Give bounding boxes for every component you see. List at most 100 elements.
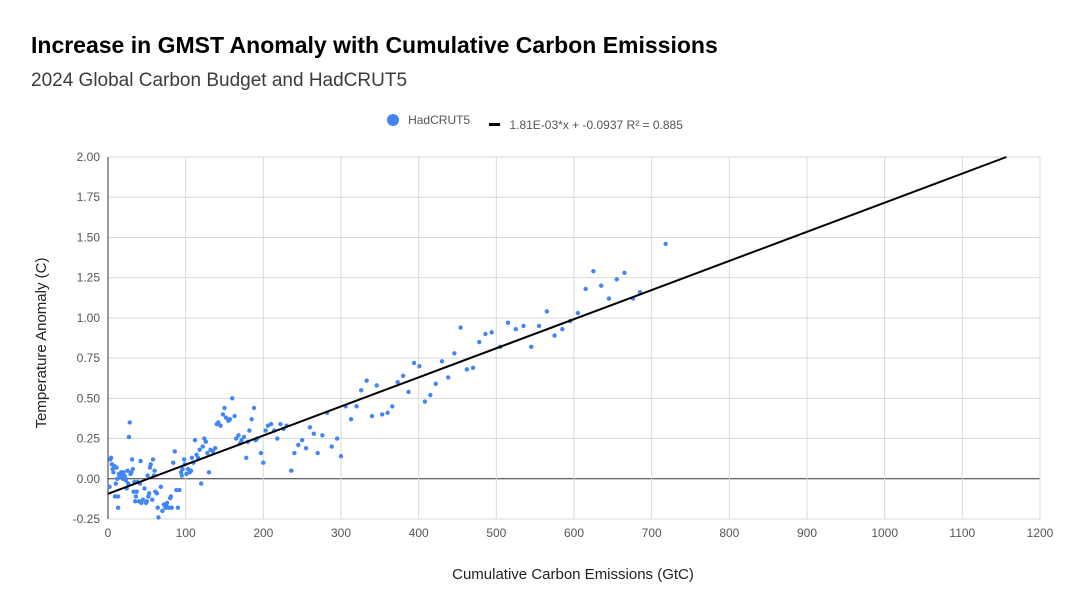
data-point (311, 431, 317, 436)
data-point (174, 487, 179, 493)
data-point (289, 468, 294, 473)
data-point (374, 383, 379, 388)
data-point (150, 497, 155, 502)
data-point (145, 473, 150, 478)
data-point (206, 470, 212, 475)
data-point (445, 375, 451, 380)
data-point (358, 388, 364, 393)
data-point (169, 505, 174, 510)
y-tick-label: 0.50 (77, 391, 101, 405)
data-point (232, 413, 237, 419)
data-point (222, 405, 227, 411)
x-tick-label: 300 (331, 526, 351, 540)
data-point (385, 410, 390, 416)
data-point (560, 326, 565, 332)
data-point (113, 481, 118, 486)
data-point (315, 450, 320, 456)
data-point (146, 491, 152, 496)
data-point (598, 283, 604, 288)
data-point (470, 365, 476, 370)
x-axis-title: Cumulative Carbon Emissions (GtC) (452, 566, 694, 583)
chart-title: Increase in GMST Anomaly with Cumulative… (31, 32, 718, 58)
y-tick-label: 2.00 (77, 150, 101, 164)
y-tick-label: 0.00 (77, 472, 101, 486)
data-point (172, 449, 177, 454)
data-point (244, 455, 249, 461)
data-point (422, 399, 428, 404)
data-point (552, 333, 557, 338)
x-tick-label: 0 (105, 526, 112, 540)
data-point (275, 436, 280, 441)
data-point (132, 499, 138, 504)
data-point (155, 505, 160, 510)
data-point (177, 487, 182, 493)
data-point (458, 325, 463, 330)
data-point (261, 460, 266, 465)
data-point (188, 468, 194, 473)
x-axis-ticks: 0 100 200 300 400 500 600 700 800 900 1000 1100 1200 (105, 526, 1054, 540)
data-point (364, 378, 369, 383)
data-point (180, 466, 185, 472)
chart-subtitle: 2024 Global Carbon Budget and HadCRUT5 (31, 70, 408, 91)
y-tick-label: 1.75 (77, 190, 101, 204)
data-point (200, 444, 205, 449)
data-point (115, 494, 121, 499)
data-point (179, 473, 184, 478)
data-point (536, 323, 542, 329)
data-point (134, 489, 139, 494)
data-point (483, 331, 488, 337)
data-point (591, 269, 596, 274)
data-point (114, 465, 119, 470)
legend-label-hadcrut5: HadCRUT5 (408, 113, 471, 127)
data-point (175, 505, 181, 510)
data-point (348, 417, 354, 422)
data-point (400, 373, 406, 379)
data-point (171, 460, 176, 465)
data-point (369, 413, 375, 419)
gridlines (107, 156, 1041, 520)
data-point (489, 330, 494, 335)
data-point (154, 491, 160, 496)
data-point (218, 423, 223, 428)
data-point (411, 360, 417, 366)
data-point (144, 499, 150, 504)
data-point (166, 505, 171, 510)
data-point (199, 481, 204, 486)
data-point (112, 494, 118, 499)
data-point (150, 457, 156, 462)
data-point (663, 241, 668, 247)
legend-item-trendline[interactable]: 1.81E-03*x + -0.0937 R² = 0.885 (489, 118, 683, 132)
data-point (181, 457, 187, 462)
y-tick-label: 1.25 (77, 271, 101, 285)
data-point (433, 381, 438, 387)
x-tick-label: 1100 (949, 526, 975, 540)
data-point (210, 449, 216, 454)
data-point (158, 484, 164, 490)
data-point (622, 270, 627, 276)
legend-item-hadcrut5[interactable]: HadCRUT5 (387, 113, 470, 127)
data-point (148, 462, 153, 467)
x-tick-label: 700 (642, 526, 662, 540)
data-point (477, 339, 482, 345)
y-tick-label: 1.50 (77, 230, 101, 244)
data-point (133, 494, 139, 499)
data-point (307, 425, 313, 430)
data-point (212, 446, 218, 451)
x-tick-label: 500 (486, 526, 506, 540)
data-point (156, 515, 161, 520)
data-point (292, 450, 297, 456)
trendline-group (107, 156, 1007, 495)
data-point (268, 421, 274, 427)
data-point (513, 326, 518, 332)
data-point (125, 481, 131, 486)
data-point (521, 323, 526, 329)
data-point (296, 442, 301, 448)
data-point (115, 505, 121, 510)
x-tick-label: 900 (797, 526, 817, 540)
data-point (152, 468, 157, 473)
data-point (192, 437, 198, 443)
data-point (303, 446, 309, 451)
data-point (395, 380, 400, 385)
x-tick-label: 1000 (871, 526, 898, 540)
data-point (249, 417, 254, 422)
